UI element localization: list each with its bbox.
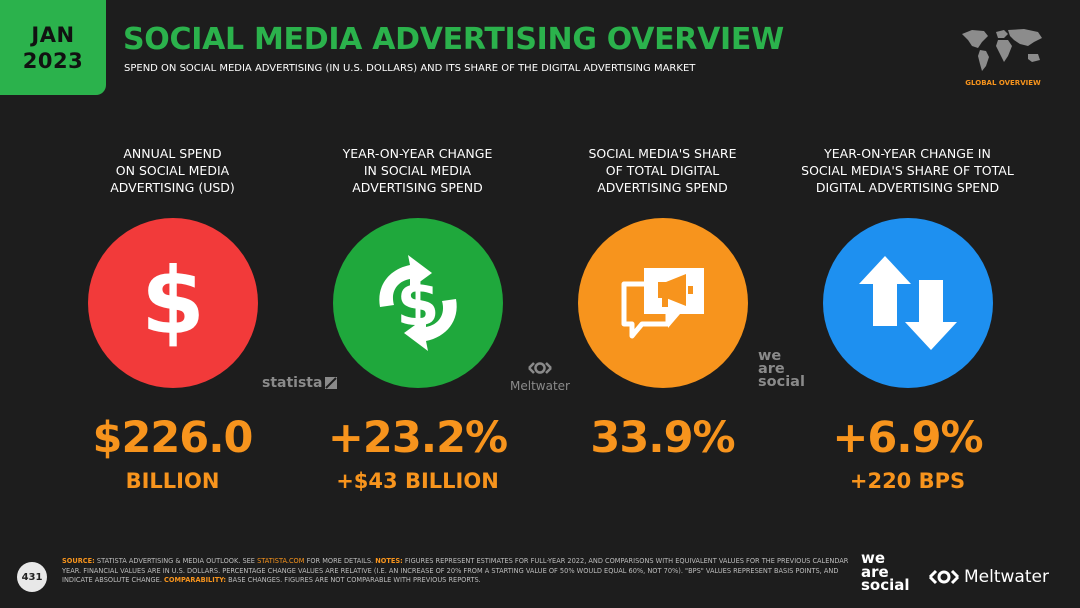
stat-heading: YEAR-ON-YEAR CHANGE IN SOCIAL MEDIA ADVE… (295, 145, 540, 196)
stat-heading-line: OF TOTAL DIGITAL (605, 163, 720, 178)
world-map-icon (962, 29, 1042, 71)
source-link[interactable]: STATISTA.COM (257, 557, 305, 565)
source-label: SOURCE: (62, 557, 95, 565)
stat-heading-line: ANNUAL SPEND (123, 146, 222, 161)
was-word: social (861, 576, 910, 594)
stat-value: 33.9% (590, 413, 735, 463)
notes-label: NOTES: (375, 557, 403, 565)
date-year: 2023 (22, 48, 84, 73)
footnote: SOURCE: STATISTA ADVERTISING & MEDIA OUT… (62, 557, 852, 586)
date-badge: JAN 2023 (0, 0, 106, 95)
was-word: are (758, 361, 785, 377)
was-word: social (758, 374, 805, 390)
stat-value: +6.9% (832, 413, 983, 463)
stat-heading: YEAR-ON-YEAR CHANGE IN SOCIAL MEDIA'S SH… (785, 145, 1030, 196)
stat-heading-line: IN SOCIAL MEDIA (363, 163, 472, 178)
meltwater-logo: Meltwater (928, 567, 1049, 587)
dollar-icon: $ (141, 253, 205, 353)
notes-text: FIGURES REPRESENT ESTIMATES FOR FULL-YEA… (62, 557, 849, 584)
up-down-arrows-icon-circle (823, 218, 993, 388)
comparability-label: COMPARABILITY: (164, 576, 227, 584)
date-month: JAN (31, 22, 75, 47)
meltwater-watermark-text: Meltwater (510, 379, 570, 393)
statista-mark-icon (325, 377, 338, 389)
source-text: STATISTA ADVERTISING & MEDIA OUTLOOK. SE… (96, 557, 255, 565)
dollar-cycle-icon-circle: $ (333, 218, 503, 388)
was-word: we (861, 549, 886, 567)
source-tail: FOR MORE DETAILS. (306, 557, 374, 565)
meltwater-watermark: Meltwater (509, 360, 571, 393)
stat-heading-line: ADVERTISING SPEND (352, 180, 483, 195)
meltwater-mark-icon (528, 362, 552, 374)
megaphone-chat-icon (621, 268, 704, 339)
svg-text:$: $ (396, 267, 439, 340)
stat-subvalue: +$43 BILLION (336, 469, 499, 493)
dollar-icon-circle: $ (88, 218, 258, 388)
stat-heading-line: YEAR-ON-YEAR CHANGE (342, 146, 493, 161)
global-overview-label: GLOBAL OVERVIEW (965, 79, 1041, 87)
statista-logo: statista (262, 375, 338, 391)
stat-heading-line: ON SOCIAL MEDIA (115, 163, 230, 178)
stat-heading: ANNUAL SPEND ON SOCIAL MEDIA ADVERTISING… (50, 145, 295, 196)
comparability-text: BASE CHANGES. FIGURES ARE NOT COMPARABLE… (228, 576, 481, 584)
stat-heading-line: DIGITAL ADVERTISING SPEND (815, 180, 1000, 195)
page-title: SOCIAL MEDIA ADVERTISING OVERVIEW (123, 22, 784, 57)
meltwater-logo-icon (928, 569, 960, 585)
stat-subvalue: BILLION (125, 469, 220, 493)
stat-value: +23.2% (327, 413, 508, 463)
stat-heading-line: ADVERTISING (USD) (110, 180, 235, 195)
was-word: are (861, 562, 889, 581)
stat-heading-line: YEAR-ON-YEAR CHANGE IN (824, 146, 991, 161)
stat-heading-line: SOCIAL MEDIA'S SHARE OF TOTAL (801, 163, 1014, 178)
stat-heading-line: ADVERTISING SPEND (597, 180, 728, 195)
stat-heading: SOCIAL MEDIA'S SHARE OF TOTAL DIGITAL AD… (540, 145, 785, 196)
up-down-arrows-icon (859, 256, 957, 350)
page-number: 431 (17, 562, 47, 592)
megaphone-chat-icon-circle (578, 218, 748, 388)
dollar-cycle-icon: $ (379, 255, 457, 351)
stat-subvalue: +220 BPS (849, 469, 966, 493)
was-word: we (758, 348, 782, 364)
svg-text:$: $ (141, 253, 205, 353)
statista-logo-text: statista (262, 375, 323, 391)
meltwater-logo-text: Meltwater (964, 567, 1049, 587)
stat-heading-line: SOCIAL MEDIA'S SHARE (588, 146, 737, 161)
page-subtitle: SPEND ON SOCIAL MEDIA ADVERTISING (IN U.… (124, 63, 696, 74)
stat-value: $226.0 (92, 413, 254, 463)
we-are-social-watermark: we are social (758, 348, 805, 390)
we-are-social-logo: we are social (861, 549, 910, 594)
